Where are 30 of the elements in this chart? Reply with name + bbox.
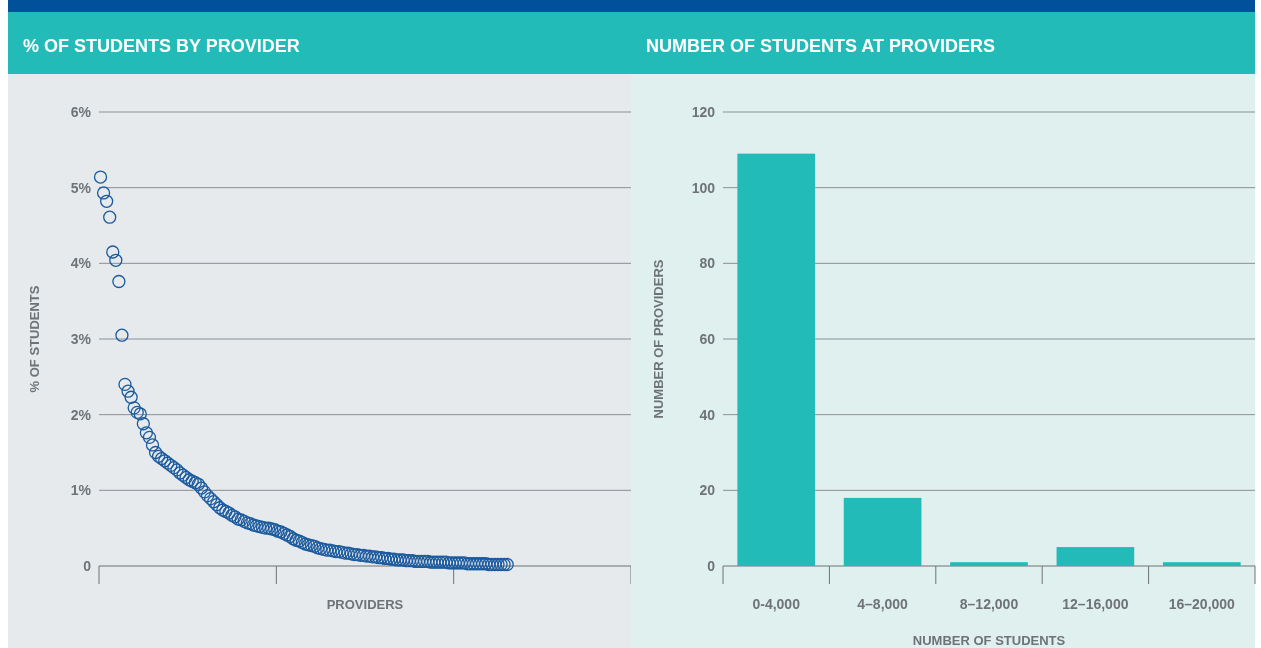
bar xyxy=(843,497,922,566)
y-tick-label: 120 xyxy=(691,104,716,120)
y-tick-label: 60 xyxy=(699,331,716,347)
x-tick-label: 0-4,000 xyxy=(752,596,801,612)
y-tick-label: 0 xyxy=(83,558,92,574)
chart-title: NUMBER OF STUDENTS AT PROVIDERS xyxy=(646,36,996,56)
y-tick-label: 2% xyxy=(70,406,92,423)
y-tick-label: 40 xyxy=(699,406,716,423)
x-axis-title: PROVIDERS xyxy=(326,597,404,612)
x-tick-label: 16–20,000 xyxy=(1168,596,1236,612)
x-tick-label: 12–16,000 xyxy=(1062,596,1129,612)
y-tick-label: 20 xyxy=(699,482,716,499)
bar xyxy=(1162,562,1241,566)
y-tick-label: 6% xyxy=(70,104,92,120)
y-tick-label: 80 xyxy=(699,255,716,272)
y-tick-label: 5% xyxy=(70,179,92,196)
y-axis-title: NUMBER OF PROVIDERS xyxy=(651,259,666,419)
bar xyxy=(1056,547,1135,566)
bar xyxy=(950,562,1028,566)
y-tick-label: 4% xyxy=(70,255,92,272)
x-tick-label: 4–8,000 xyxy=(857,596,909,612)
chart-title: % OF STUDENTS BY PROVIDER xyxy=(23,36,300,56)
bar xyxy=(737,153,816,566)
x-tick-label: 8–12,000 xyxy=(959,596,1019,612)
y-tick-label: 3% xyxy=(70,331,92,347)
y-axis-title: % OF STUDENTS xyxy=(27,285,42,393)
y-tick-label: 0 xyxy=(707,558,716,574)
y-tick-label: 1% xyxy=(70,482,92,499)
y-tick-label: 100 xyxy=(691,179,716,196)
x-axis-title: NUMBER OF STUDENTS xyxy=(912,633,1066,648)
